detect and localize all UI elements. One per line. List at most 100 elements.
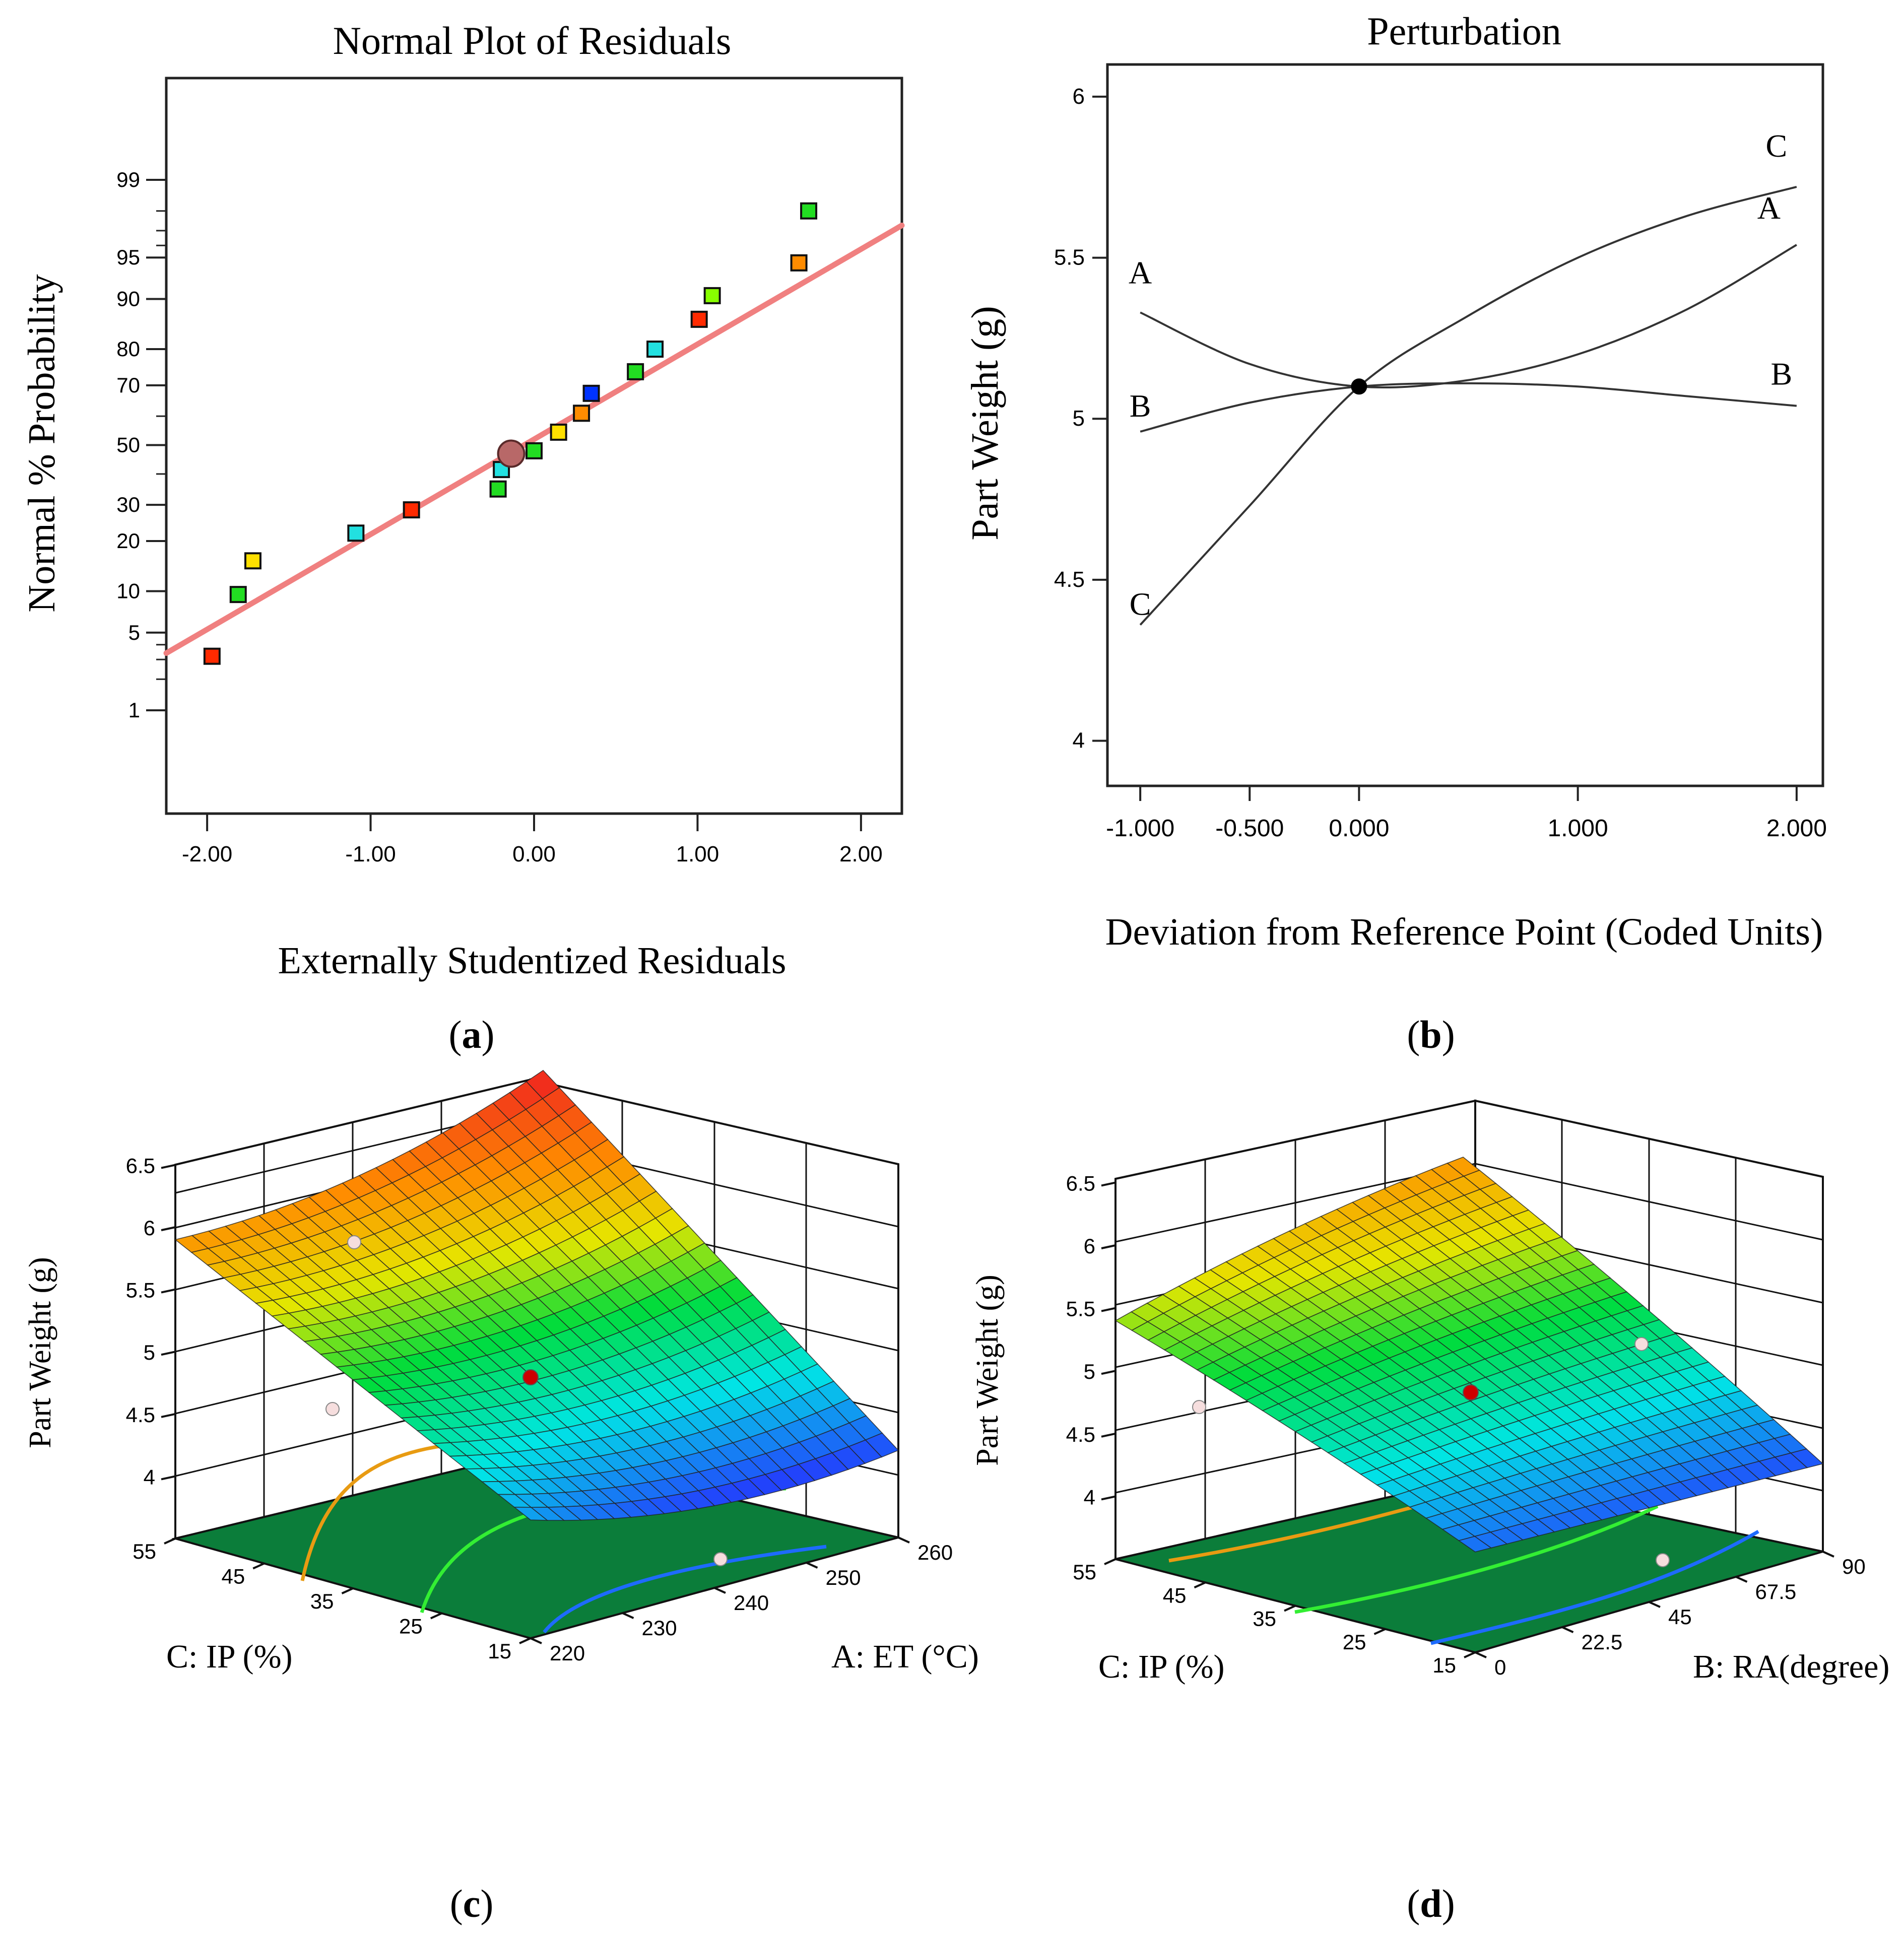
panel-d-z-tick-label: 5.5 xyxy=(1066,1297,1095,1321)
panel-a-y-tick-label: 90 xyxy=(116,287,140,310)
panel-a-x-ticks: -2.00 -1.00 0.00 1.00 2.00 xyxy=(182,814,883,866)
panel-b-y-tick-label: 4.5 xyxy=(1054,567,1085,592)
panel-c-caption: (c) xyxy=(450,1882,494,1925)
panel-d-axis1-tick xyxy=(1475,1651,1487,1658)
panel-d-axis2-tick-label: 25 xyxy=(1343,1630,1366,1654)
panel-c-axis2-tick-label: 15 xyxy=(488,1639,511,1663)
panel-d-axis1-tick-label: 67.5 xyxy=(1755,1580,1797,1603)
panel-a-y-tick-label: 95 xyxy=(116,245,140,269)
panel-d-axis1-ticks: 0 22.5 45 67.5 90 xyxy=(1475,1551,1866,1679)
panel-b-series-line-C xyxy=(1139,185,1797,626)
panel-b-caption-letter: b xyxy=(1420,1013,1441,1056)
panel-a-y-tick-label: 5 xyxy=(128,621,140,644)
panel-d-axis2-ticks: 15 25 35 45 55 xyxy=(1073,1558,1476,1677)
panel-d-z-tick-label: 4 xyxy=(1084,1485,1095,1509)
panel-c-axis2-tick xyxy=(341,1587,354,1594)
panel-d-axis2-tick-label: 35 xyxy=(1253,1607,1276,1631)
panel-c-axis1-tick-label: 220 xyxy=(550,1641,585,1665)
panel-d-z-tick xyxy=(1101,1181,1116,1187)
panel-c-axis2-tick-label: 55 xyxy=(133,1540,156,1563)
panel-c-axis1-tick xyxy=(806,1562,818,1569)
panel-d-caption-letter: d xyxy=(1420,1882,1441,1925)
panel-c-axis1-label: A: ET (°C) xyxy=(831,1638,979,1675)
panel-a-residual-point xyxy=(790,254,808,272)
panel-c-z-tick xyxy=(161,1288,176,1294)
panel-d-axis1-label: B: RA(degree) xyxy=(1693,1648,1889,1685)
panel-c-z-tick xyxy=(161,1413,176,1418)
panel-a-residual-point xyxy=(573,405,590,422)
panel-c-z-tick-label: 5.5 xyxy=(126,1279,155,1302)
panel-d-z-tick xyxy=(1101,1307,1116,1312)
panel-a-y-label: Normal % Probability xyxy=(21,274,63,612)
panel-c-design-point xyxy=(347,1235,361,1249)
panel-c-axis1-tick xyxy=(898,1536,910,1544)
panel-b-title: Perturbation xyxy=(1367,9,1561,53)
panel-a-highlighted-point xyxy=(497,439,526,468)
panel-c-design-point xyxy=(713,1552,728,1566)
panel-d-z-tick xyxy=(1101,1244,1116,1249)
panel-a-residual-point xyxy=(244,552,261,570)
panel-d-axis2-tick xyxy=(1373,1628,1386,1635)
panel-c-axis1-tick-label: 260 xyxy=(917,1541,953,1564)
panel-d-design-point xyxy=(1656,1553,1670,1567)
panel-d-axis2-tick xyxy=(1284,1604,1296,1612)
panel-c-axis1-tick xyxy=(530,1637,542,1644)
panel-d-z-tick xyxy=(1101,1370,1116,1375)
panel-d-z-ticks: 4 4.5 5 5.5 6 6.5 xyxy=(1066,1171,1116,1509)
panel-d-axis1-tick xyxy=(1649,1601,1661,1608)
panel-b-series-start-label: C xyxy=(1130,586,1151,622)
panel-a-residual-point xyxy=(627,363,644,380)
panel-d-axis1-tick-label: 45 xyxy=(1668,1605,1692,1629)
panel-a-y-tick-label: 1 xyxy=(128,698,140,722)
panel-d-design-point xyxy=(1192,1400,1206,1414)
panel-c-axis2-tick xyxy=(164,1537,176,1545)
panel-b-plot-frame xyxy=(1106,63,1824,787)
panel-d-surface-cell xyxy=(1458,1535,1492,1553)
panel-d-axis1-tick-label: 90 xyxy=(1842,1555,1866,1578)
panel-b-series-start-label: B xyxy=(1130,388,1151,424)
panel-a-title: Normal Plot of Residuals xyxy=(333,19,732,62)
panel-c-z-tick xyxy=(161,1226,176,1231)
panel-c-axis1-tick-label: 250 xyxy=(826,1566,861,1589)
panel-d-caption: (d) xyxy=(1407,1882,1455,1925)
panel-d-z-tick-label: 5 xyxy=(1084,1360,1095,1383)
panel-d-axis2-tick-label: 55 xyxy=(1073,1560,1096,1584)
panel-c-design-point xyxy=(325,1402,340,1416)
panel-d-design-center-point xyxy=(1463,1384,1479,1400)
panel-b-x-tick-label: -1.000 xyxy=(1106,815,1174,842)
panel-d-axis1-tick xyxy=(1822,1551,1834,1558)
panel-b-series-start-label: A xyxy=(1129,254,1152,290)
panel-a-y-tick-label: 50 xyxy=(116,433,140,457)
panel-a-y-tick-label: 80 xyxy=(116,337,140,361)
panel-c-z-ticks: 4 4.5 5 5.5 6 6.5 xyxy=(126,1154,176,1489)
panel-c-z-tick xyxy=(161,1164,176,1169)
panel-c-axis1-tick xyxy=(622,1612,634,1619)
panel-a-y-ticks: 1 5 10 20 30 50 70 80 90 95 99 xyxy=(116,168,166,722)
panel-c-z-tick-label: 6 xyxy=(144,1216,155,1240)
panel-b-series-line-A xyxy=(1140,244,1797,389)
panel-d-axis2-label: C: IP (%) xyxy=(1098,1648,1225,1685)
panel-d-z-tick-label: 6 xyxy=(1084,1234,1095,1258)
panel-b-y-tick-label: 4 xyxy=(1073,728,1085,753)
panel-c-z-tick-label: 5 xyxy=(144,1341,155,1364)
panel-c-axis2-ticks: 15 25 35 45 55 xyxy=(133,1537,531,1663)
panel-c-caption-letter: c xyxy=(463,1882,481,1925)
panel-d-contour-green xyxy=(1294,1504,1659,1614)
panel-b-reference-point xyxy=(1351,378,1367,395)
panel-b-series-line-B xyxy=(1140,382,1797,433)
panel-d-axis1-tick xyxy=(1735,1576,1748,1583)
panel-a-points xyxy=(203,202,818,665)
panel-a-x-tick-label: -2.00 xyxy=(182,842,232,866)
panel-d-z-label: Part Weight (g) xyxy=(970,1275,1005,1466)
panel-b-series-end-label: B xyxy=(1771,356,1793,392)
panel-d-response-surface xyxy=(1114,1157,1824,1553)
panel-c-axis2-tick xyxy=(252,1562,265,1570)
panel-b-y-label: Part Weight (g) xyxy=(964,306,1006,540)
panel-d-z-tick xyxy=(1101,1495,1116,1501)
panel-c-axis2-tick xyxy=(519,1637,531,1644)
panel-a-residual-point xyxy=(403,501,420,519)
panel-b-x-ticks: -1.000 -0.500 0.000 1.000 2.000 xyxy=(1106,786,1827,842)
panel-d-wall-gridline xyxy=(1475,1163,1823,1241)
